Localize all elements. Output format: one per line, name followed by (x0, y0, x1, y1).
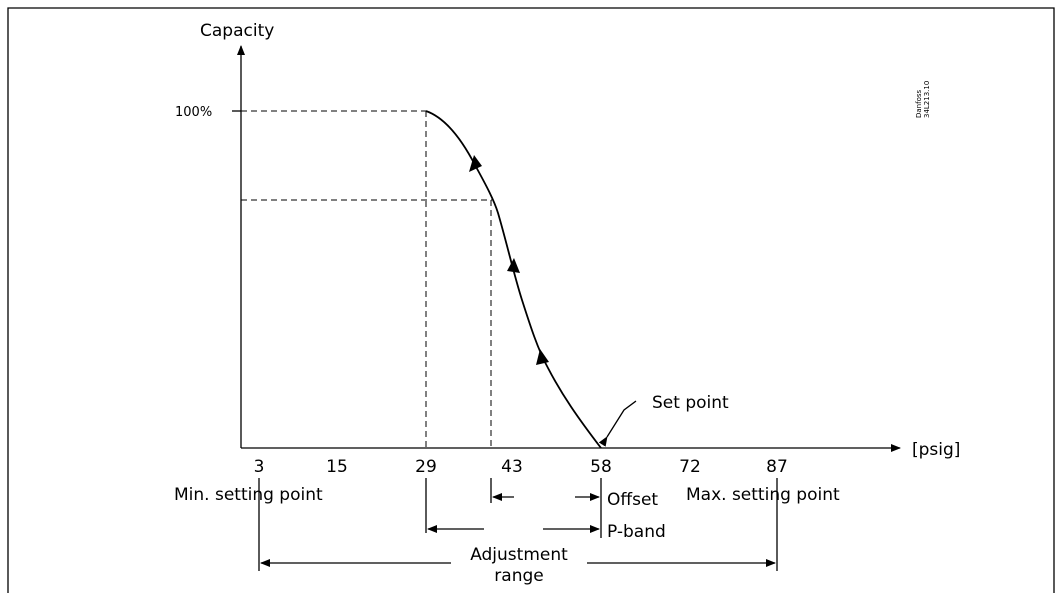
p-band-label: P-band (607, 522, 666, 542)
max-setting-label: Max. setting point (686, 485, 840, 505)
y-axis-label: Capacity (200, 21, 274, 41)
capacity-curve (425, 110, 602, 449)
x-tick-87: 87 (766, 457, 788, 477)
curve-arrow-middle (507, 258, 520, 273)
brand-code-line2: 34L213.10 (923, 81, 931, 118)
x-tick-3: 3 (254, 457, 265, 477)
x-tick-58: 58 (590, 457, 612, 477)
x-tick-29: 29 (415, 457, 437, 477)
brand-code-line1: Danfoss (915, 89, 923, 118)
x-tick-43: 43 (501, 457, 523, 477)
y-tick-100: 100% (175, 105, 212, 120)
adjustment-label-line2: range (494, 566, 543, 586)
offset-label: Offset (607, 490, 658, 510)
adjustment-label-line1: Adjustment (470, 545, 568, 565)
frame-border (7, 7, 1055, 593)
x-tick-72: 72 (679, 457, 701, 477)
curve-arrow-lower (536, 349, 549, 365)
set-point-leader (598, 400, 637, 447)
x-axis-unit: [psig] (912, 440, 960, 460)
set-point-label: Set point (652, 393, 729, 413)
x-tick-15: 15 (326, 457, 348, 477)
curve-arrow-upper (469, 155, 482, 172)
min-setting-label: Min. setting point (174, 485, 323, 505)
